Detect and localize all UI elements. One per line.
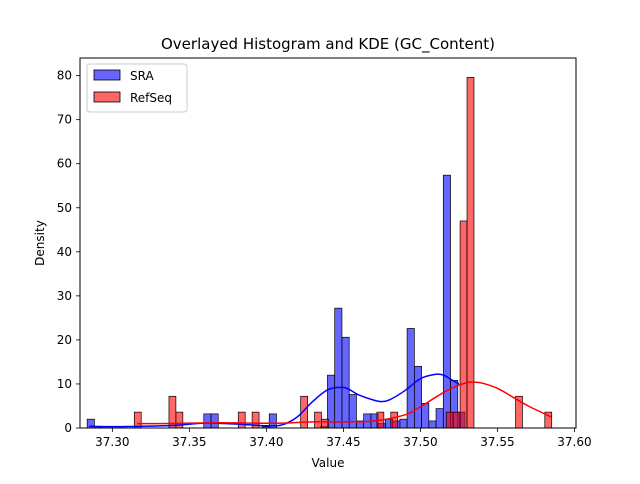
- x-tick-label: 37.55: [480, 435, 514, 449]
- x-tick-label: 37.45: [326, 435, 360, 449]
- bar-sra-3: [210, 413, 219, 429]
- bar-refseq-7: [321, 418, 329, 429]
- y-tick-label: 10: [57, 377, 72, 391]
- bar-refseq-3: [237, 411, 246, 429]
- y-tick-label: 20: [57, 333, 72, 347]
- x-tick-label: 37.50: [403, 435, 437, 449]
- bar-refseq-13: [466, 77, 475, 429]
- bar-sra-17: [399, 418, 408, 429]
- bar-refseq-6: [314, 411, 322, 429]
- plot-frame: [79, 57, 577, 429]
- y-axis-label: Density: [33, 220, 47, 266]
- legend-swatch-refseq: [93, 91, 121, 103]
- y-tick-label: 50: [57, 201, 72, 215]
- bar-refseq-12: [459, 220, 468, 429]
- legend: SRA RefSeq: [86, 63, 188, 113]
- bar-sra-8: [334, 307, 343, 429]
- legend-swatch-sra: [93, 69, 121, 81]
- plot-area: [79, 57, 577, 429]
- bar-refseq-10: [445, 411, 454, 429]
- legend-label-sra: SRA: [130, 69, 154, 83]
- bar-sra-22: [435, 408, 444, 429]
- bar-sra-20: [421, 402, 430, 429]
- x-tick-label: 37.35: [172, 435, 206, 449]
- y-tick-label: 0: [64, 421, 72, 435]
- bar-sra-9: [341, 336, 350, 429]
- y-tick-label: 70: [57, 113, 72, 127]
- bar-sra-19: [413, 365, 422, 429]
- kde-curve-refseq: [136, 381, 552, 425]
- bar-sra-2: [203, 413, 212, 429]
- x-axis: 37.30 37.35 37.40 37.45 37.50 37.55 37.60: [95, 428, 592, 449]
- x-axis-label: Value: [312, 456, 345, 470]
- chart-title: Overlayed Histogram and KDE (GC_Content): [161, 35, 495, 54]
- x-tick-label: 37.30: [95, 435, 129, 449]
- plot-background: [80, 58, 576, 428]
- y-tick-label: 60: [57, 157, 72, 171]
- bar-sra-10: [348, 394, 357, 429]
- y-tick-label: 40: [57, 245, 72, 259]
- y-tick-label: 80: [57, 69, 72, 83]
- bar-sra-21: [428, 420, 437, 429]
- x-tick-label: 37.40: [249, 435, 283, 449]
- bar-refseq-11: [452, 411, 461, 429]
- y-tick-label: 30: [57, 289, 72, 303]
- legend-label-refseq: RefSeq: [130, 91, 172, 105]
- y-axis: 0 10 20 30 40 50 60 70 80: [57, 69, 80, 435]
- kde-curves: [89, 373, 552, 428]
- x-tick-label: 37.60: [557, 435, 591, 449]
- bar-refseq-9: [390, 411, 399, 429]
